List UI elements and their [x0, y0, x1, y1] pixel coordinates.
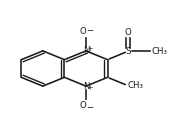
Text: +: +: [87, 46, 93, 52]
Text: O: O: [80, 27, 86, 36]
Text: CH₃: CH₃: [151, 47, 167, 56]
Text: −: −: [86, 102, 93, 111]
Text: O: O: [125, 28, 131, 37]
Text: S: S: [125, 47, 131, 56]
Text: N: N: [83, 82, 89, 91]
Text: +: +: [87, 85, 93, 91]
Text: −: −: [86, 26, 93, 35]
Text: N: N: [83, 46, 89, 55]
Text: CH₃: CH₃: [128, 81, 144, 90]
Text: O: O: [80, 101, 86, 110]
